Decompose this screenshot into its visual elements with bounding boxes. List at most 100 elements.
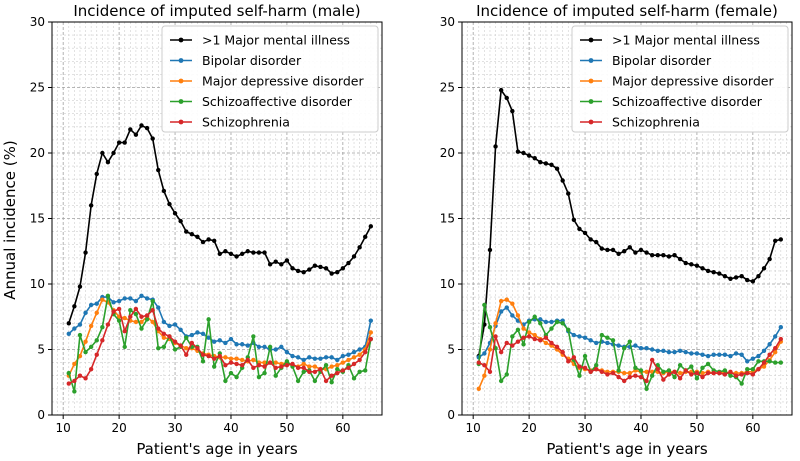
data-point-1-major-mental-illness — [351, 254, 357, 259]
data-point-schizophrenia — [756, 366, 761, 372]
data-point-schizophrenia — [605, 372, 610, 377]
data-point-1-major-mental-illness — [340, 266, 346, 271]
data-point-1-major-mental-illness — [83, 250, 88, 255]
data-point-major-depressive-disorder — [312, 364, 318, 369]
data-point-1-major-mental-illness — [72, 304, 77, 309]
legend-swatch-marker — [588, 99, 594, 104]
x-tick-label: 10 — [56, 421, 71, 435]
legend-swatch-marker — [178, 37, 184, 43]
data-point-schizophrenia — [538, 338, 543, 343]
data-point-1-major-mental-illness — [111, 150, 116, 156]
data-point-schizophrenia — [577, 364, 582, 369]
data-point-bipolar-disorder — [133, 298, 139, 304]
data-point-schizoaffective-disorder — [515, 327, 521, 333]
data-point-1-major-mental-illness — [694, 263, 700, 268]
data-point-1-major-mental-illness — [661, 252, 666, 258]
data-point-bipolar-disorder — [672, 349, 677, 355]
data-point-schizoaffective-disorder — [156, 345, 161, 351]
data-point-schizoaffective-disorder — [133, 311, 139, 317]
data-point-major-depressive-disorder — [504, 297, 509, 302]
data-point-1-major-mental-illness — [521, 150, 526, 156]
data-point-major-depressive-disorder — [100, 297, 105, 302]
data-point-schizophrenia — [588, 369, 593, 374]
data-point-1-major-mental-illness — [239, 251, 245, 257]
data-point-bipolar-disorder — [733, 351, 739, 356]
data-point-1-major-mental-illness — [150, 136, 155, 141]
data-point-1-major-mental-illness — [510, 108, 515, 114]
data-point-1-major-mental-illness — [717, 271, 722, 276]
y-tick-label: 0 — [37, 408, 45, 422]
data-point-schizophrenia — [351, 361, 357, 367]
data-point-bipolar-disorder — [217, 338, 222, 343]
data-point-1-major-mental-illness — [357, 245, 362, 250]
data-point-schizophrenia — [649, 357, 655, 363]
data-point-1-major-mental-illness — [217, 251, 222, 257]
data-point-bipolar-disorder — [323, 355, 329, 360]
x-tick-label: 50 — [689, 421, 704, 435]
y-tick-label: 25 — [440, 81, 455, 95]
data-point-1-major-mental-illness — [493, 144, 498, 149]
data-point-bipolar-disorder — [756, 353, 761, 359]
data-point-1-major-mental-illness — [515, 149, 521, 154]
data-point-schizophrenia — [262, 364, 267, 369]
data-point-bipolar-disorder — [172, 322, 178, 327]
grid — [461, 21, 793, 416]
data-point-schizoaffective-disorder — [756, 359, 761, 364]
data-point-schizophrenia — [761, 360, 767, 365]
data-point-bipolar-disorder — [368, 318, 374, 323]
data-point-schizoaffective-disorder — [251, 334, 256, 339]
data-point-schizophrenia — [498, 349, 504, 355]
data-point-schizophrenia — [694, 370, 700, 376]
data-point-schizoaffective-disorder — [228, 370, 234, 376]
data-point-1-major-mental-illness — [200, 239, 206, 245]
series-group — [66, 123, 374, 394]
data-point-bipolar-disorder — [711, 352, 716, 357]
data-point-bipolar-disorder — [633, 343, 638, 348]
data-point-bipolar-disorder — [200, 331, 206, 336]
data-point-bipolar-disorder — [144, 296, 150, 301]
data-point-1-major-mental-illness — [739, 273, 744, 279]
data-point-bipolar-disorder — [750, 356, 756, 361]
data-point-1-major-mental-illness — [605, 247, 610, 253]
data-point-major-depressive-disorder — [498, 298, 504, 304]
data-point-1-major-mental-illness — [301, 270, 306, 275]
data-point-major-depressive-disorder — [357, 352, 362, 357]
data-point-bipolar-disorder — [167, 323, 172, 329]
data-point-schizophrenia — [711, 370, 716, 376]
data-point-bipolar-disorder — [722, 352, 728, 357]
data-point-schizoaffective-disorder — [560, 321, 565, 326]
y-tick-label: 20 — [440, 146, 455, 160]
data-point-bipolar-disorder — [538, 317, 543, 322]
data-point-major-depressive-disorder — [307, 364, 312, 369]
legend-entry-label: Schizophrenia — [202, 115, 290, 130]
data-point-1-major-mental-illness — [318, 264, 323, 270]
data-point-schizoaffective-disorder — [128, 308, 133, 313]
data-point-schizophrenia — [167, 334, 172, 339]
data-point-schizoaffective-disorder — [144, 317, 150, 322]
data-point-schizophrenia — [487, 369, 493, 374]
data-point-schizophrenia — [661, 377, 666, 382]
data-point-bipolar-disorder — [582, 335, 588, 340]
data-point-schizophrenia — [683, 368, 688, 373]
data-point-schizoaffective-disorder — [284, 359, 290, 364]
data-point-1-major-mental-illness — [307, 267, 312, 272]
data-point-schizoaffective-disorder — [184, 335, 189, 340]
data-point-schizophrenia — [312, 369, 318, 374]
data-point-major-depressive-disorder — [493, 321, 498, 326]
data-point-schizophrenia — [111, 309, 116, 314]
data-point-schizophrenia — [189, 340, 195, 346]
data-point-schizoaffective-disorder — [200, 359, 206, 364]
x-tick-label: 60 — [335, 421, 350, 435]
data-point-major-depressive-disorder — [368, 330, 374, 335]
legend-swatch-marker — [178, 78, 184, 84]
legend-swatch-marker — [178, 99, 184, 104]
data-point-1-major-mental-illness — [128, 127, 133, 132]
data-point-1-major-mental-illness — [549, 162, 554, 167]
data-point-schizophrenia — [340, 368, 346, 373]
data-point-schizophrenia — [335, 370, 340, 376]
data-point-schizoaffective-disorder — [666, 368, 672, 373]
data-point-major-depressive-disorder — [161, 335, 167, 340]
data-point-schizoaffective-disorder — [767, 359, 772, 364]
data-point-schizophrenia — [139, 314, 144, 319]
